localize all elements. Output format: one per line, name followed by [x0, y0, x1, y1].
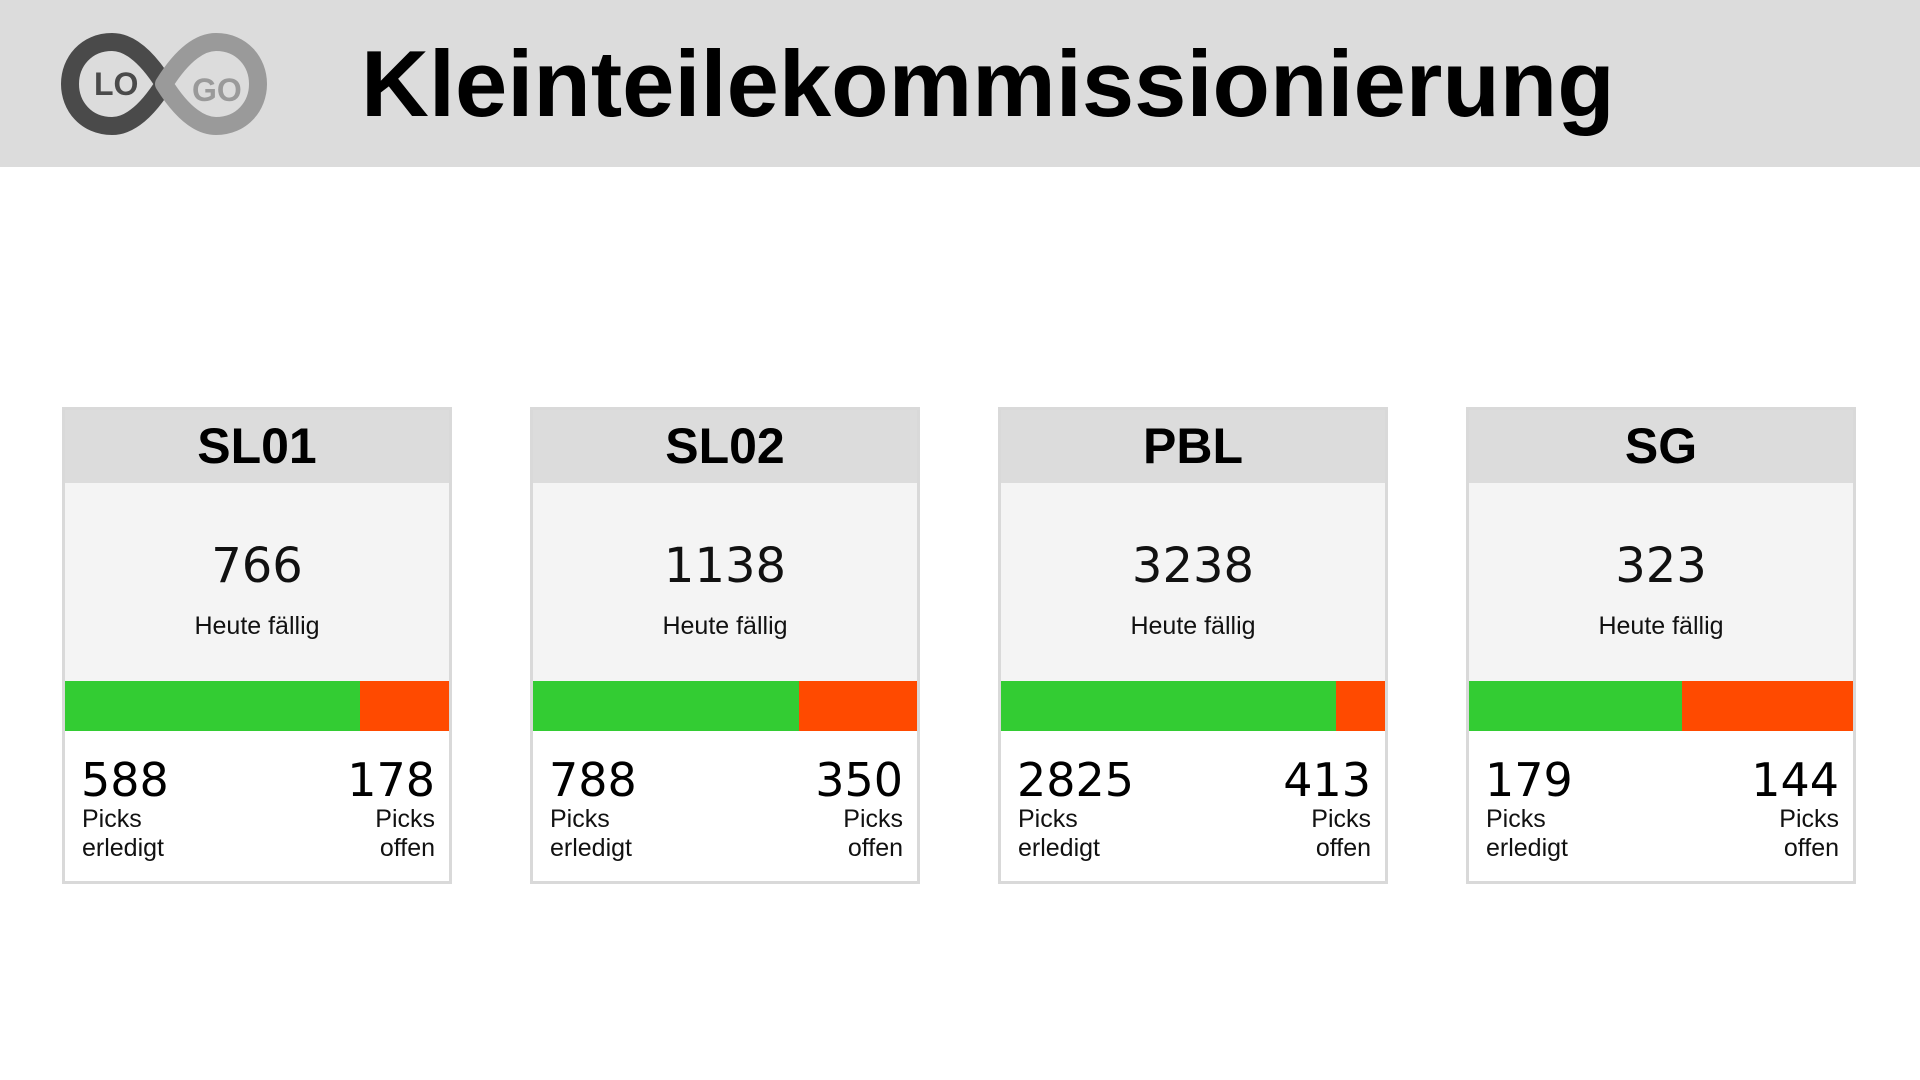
picks-open-count: 350 — [815, 753, 903, 807]
progress-bar-done — [533, 681, 799, 731]
picks-open-label: Picks offen — [1779, 805, 1839, 862]
card-title: SG — [1469, 410, 1853, 483]
picks-done-label: Picks erledigt — [82, 805, 164, 862]
picks-done-label: Picks erledigt — [550, 805, 632, 862]
progress-bar-done — [1001, 681, 1336, 731]
due-label: Heute fällig — [1598, 612, 1724, 640]
header-bar: LO GO Kleinteilekommissionierung — [0, 0, 1920, 167]
due-label: Heute fällig — [1130, 612, 1256, 640]
logo-left-text: LO — [94, 66, 138, 102]
picks-done-label: Picks erledigt — [1486, 805, 1568, 862]
page-title: Kleinteilekommissionierung — [361, 31, 1615, 136]
picks-open-label: Picks offen — [375, 805, 435, 862]
due-count: 766 — [211, 538, 303, 594]
picks-done-count: 179 — [1485, 753, 1573, 807]
card-title: PBL — [1001, 410, 1385, 483]
picks-open-label: Picks offen — [843, 805, 903, 862]
due-count: 323 — [1615, 538, 1707, 594]
due-label: Heute fällig — [662, 612, 788, 640]
station-card-sl01: SL01 766 Heute fällig 588 Picks erledigt… — [62, 407, 452, 884]
picks-done-count: 2825 — [1017, 753, 1135, 807]
station-card-pbl: PBL 3238 Heute fällig 2825 Picks erledig… — [998, 407, 1388, 884]
infinity-logo-icon: LO GO — [60, 32, 268, 136]
progress-bar — [65, 681, 449, 731]
logo-right-text: GO — [192, 72, 242, 108]
picks-done-label: Picks erledigt — [1018, 805, 1100, 862]
progress-bar — [1469, 681, 1853, 731]
due-label: Heute fällig — [194, 612, 320, 640]
picks-done-count: 588 — [81, 753, 169, 807]
progress-bar — [533, 681, 917, 731]
card-title: SL01 — [65, 410, 449, 483]
due-count: 3238 — [1131, 538, 1255, 594]
station-card-sl02: SL02 1138 Heute fällig 788 Picks erledig… — [530, 407, 920, 884]
due-panel: 766 Heute fällig — [65, 483, 449, 691]
progress-bar — [1001, 681, 1385, 731]
station-card-sg: SG 323 Heute fällig 179 Picks erledigt 1… — [1466, 407, 1856, 884]
picks-open-count: 144 — [1751, 753, 1839, 807]
progress-bar-done — [1469, 681, 1682, 731]
progress-bar-done — [65, 681, 360, 731]
due-count: 1138 — [663, 538, 787, 594]
picks-open-count: 178 — [347, 753, 435, 807]
due-panel: 323 Heute fällig — [1469, 483, 1853, 691]
picks-open-count: 413 — [1283, 753, 1371, 807]
picks-open-label: Picks offen — [1311, 805, 1371, 862]
due-panel: 3238 Heute fällig — [1001, 483, 1385, 691]
picks-done-count: 788 — [549, 753, 637, 807]
card-title: SL02 — [533, 410, 917, 483]
due-panel: 1138 Heute fällig — [533, 483, 917, 691]
